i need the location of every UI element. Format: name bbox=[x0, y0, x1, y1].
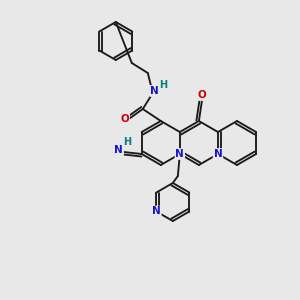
Text: O: O bbox=[197, 90, 206, 100]
Text: H: H bbox=[159, 80, 167, 90]
Text: O: O bbox=[120, 114, 129, 124]
Text: N: N bbox=[150, 86, 159, 96]
Text: N: N bbox=[176, 149, 184, 159]
Text: N: N bbox=[114, 145, 123, 155]
Text: H: H bbox=[123, 137, 131, 147]
Text: N: N bbox=[152, 206, 161, 217]
Text: N: N bbox=[214, 149, 222, 159]
